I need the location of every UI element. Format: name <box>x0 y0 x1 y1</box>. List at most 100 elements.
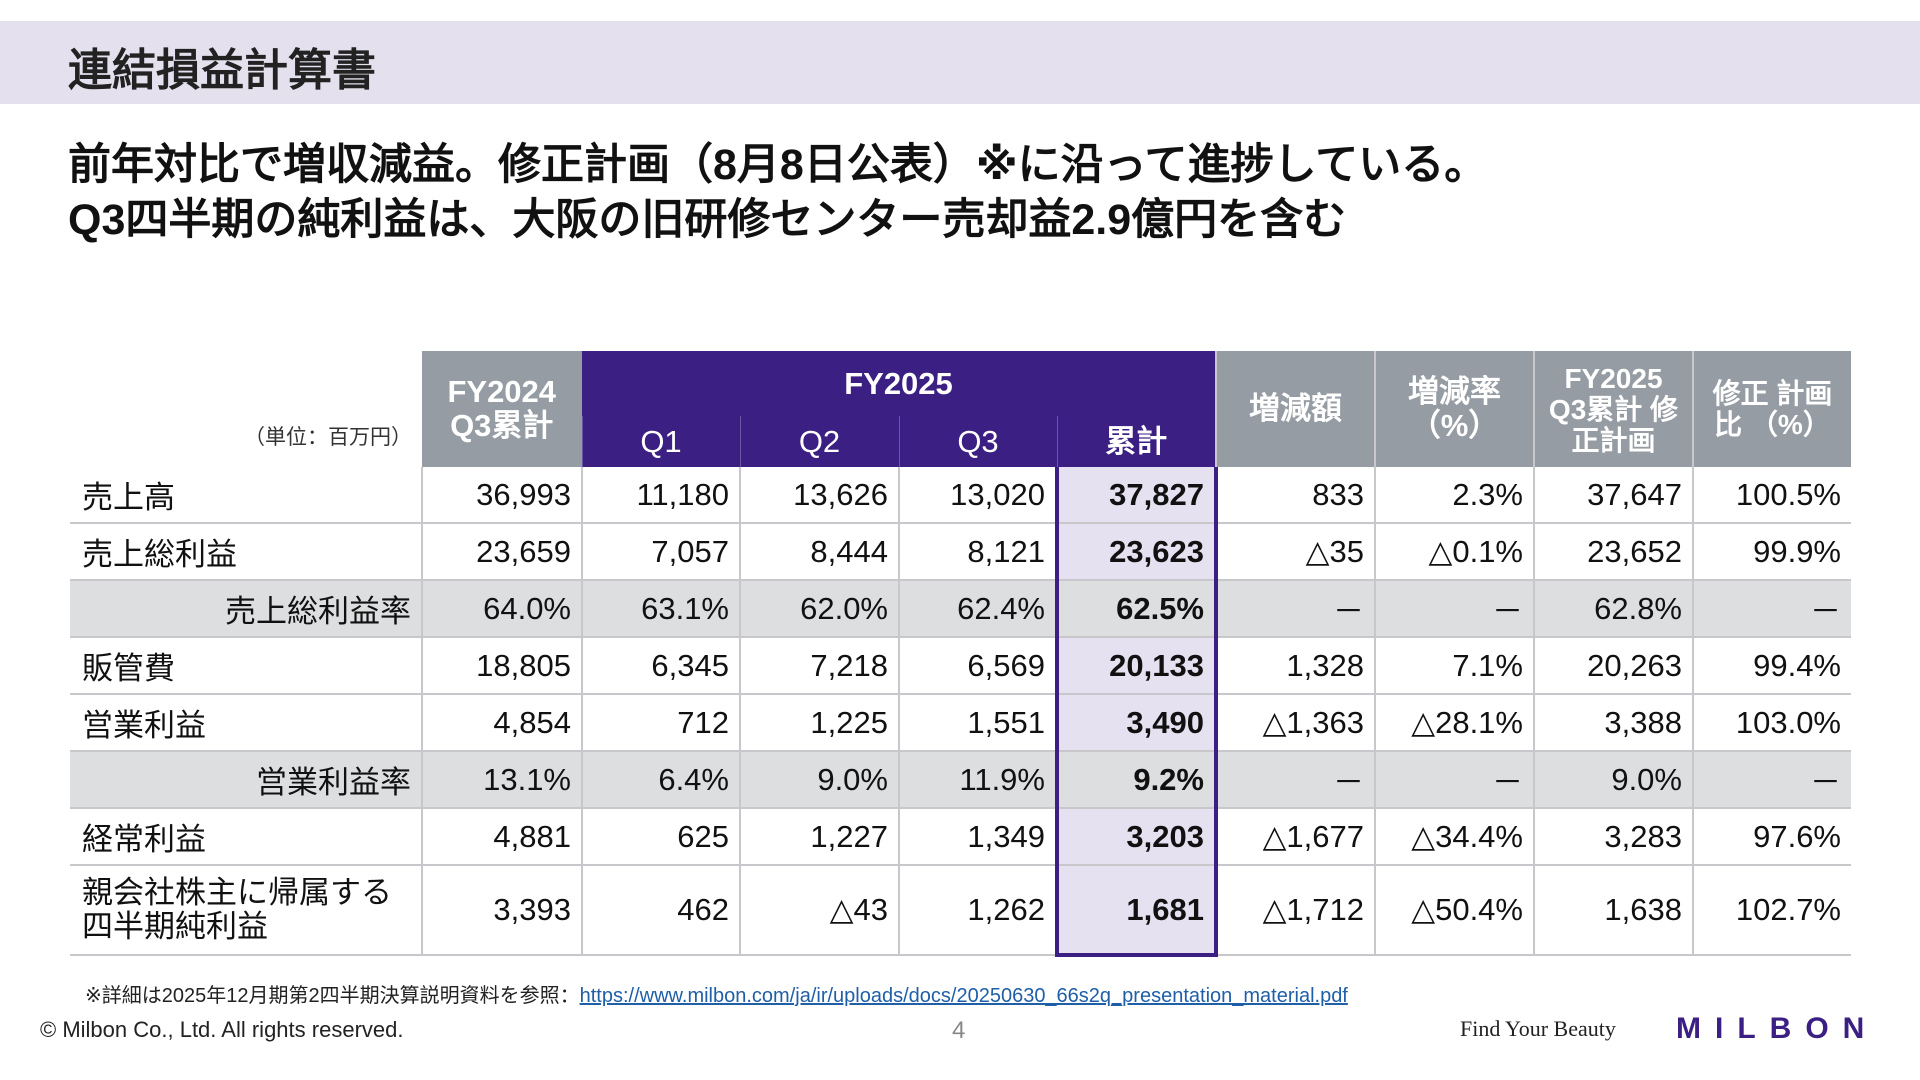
cell-value: 8,121 <box>898 523 1057 581</box>
cell-value: 8,444 <box>739 523 899 581</box>
cell-value: 100.5% <box>1692 467 1851 524</box>
cell-value: － <box>1374 580 1534 638</box>
cell-value: 13,020 <box>898 467 1057 524</box>
cell-value: 6,345 <box>581 637 740 695</box>
cell-value: － <box>1374 751 1534 809</box>
row-label: 売上総利益 <box>70 523 422 581</box>
cell-value: 712 <box>581 694 740 752</box>
cell-value: 62.4% <box>898 580 1057 638</box>
cell-value: 11,180 <box>581 467 740 524</box>
footnote-link[interactable]: https://www.milbon.com/ja/ir/uploads/doc… <box>579 985 1348 1007</box>
cell-value: 7.1% <box>1374 637 1534 695</box>
cell-value: 833 <box>1215 467 1375 524</box>
cell-value: 625 <box>581 808 740 866</box>
row-label: 売上高 <box>70 467 422 524</box>
headline-line-1: 前年対比で増収減益。修正計画（8月8日公表）※に沿って進捗している。 <box>68 141 1488 189</box>
cell-value: 23,652 <box>1533 523 1693 581</box>
cell-value: △34.4% <box>1374 808 1534 866</box>
row-label: 営業利益率 <box>70 751 422 809</box>
tagline: Find Your Beauty <box>1460 1016 1616 1041</box>
title-band <box>0 21 1920 104</box>
table-row: 売上総利益率 64.0% 63.1% 62.0% 62.4% 62.5% －－ 62.8% － <box>70 580 1851 638</box>
cell-value: 3,490 <box>1055 694 1218 752</box>
cell-value: 3,393 <box>421 865 582 956</box>
row-label: 経常利益 <box>70 808 422 866</box>
cell-value: 20,133 <box>1055 637 1218 695</box>
headline: 前年対比で増収減益。修正計画（8月8日公表）※に沿って進捗している。 Q3四半期… <box>68 138 1487 248</box>
cell-value: △50.4% <box>1374 865 1534 956</box>
cell-value: 23,623 <box>1055 523 1218 581</box>
footnote-text: ※詳細は2025年12月期第2四半期決算説明資料を参照： <box>85 985 580 1007</box>
cell-value: 9.0% <box>739 751 899 809</box>
cell-value: 62.5% <box>1055 580 1218 638</box>
cell-value: 3,283 <box>1533 808 1693 866</box>
cell-value: 1,328 <box>1215 637 1375 695</box>
cell-value: △1,677 <box>1215 808 1375 866</box>
unit-label: （単位：百万円） <box>244 426 412 449</box>
cell-value: 7,218 <box>739 637 899 695</box>
cell-value: 13.1% <box>421 751 582 809</box>
cell-value: 64.0% <box>421 580 582 638</box>
cell-value: △28.1% <box>1374 694 1534 752</box>
table-row: 経常利益 4,881 625 1,227 1,349 3,203 △1,677 △34.4% 3… <box>70 808 1851 866</box>
cell-value: 62.8% <box>1533 580 1693 638</box>
cell-value: － <box>1692 580 1851 638</box>
cell-value: 99.4% <box>1692 637 1851 695</box>
cell-value: 103.0% <box>1692 694 1851 752</box>
cell-value: － <box>1215 580 1375 638</box>
table-row: 売上総利益 23,659 7,057 8,444 8,121 23,623 △35 △0.1%… <box>70 523 1851 581</box>
cell-value: 97.6% <box>1692 808 1851 866</box>
row-label: 売上総利益率 <box>70 580 422 638</box>
cell-value: 18,805 <box>421 637 582 695</box>
row-label: 販管費 <box>70 637 422 695</box>
headline-line-2: Q3四半期の純利益は、大阪の旧研修センター売却益2.9億円を含む <box>68 196 1347 244</box>
cell-value: 13,626 <box>739 467 899 524</box>
cell-value: 62.0% <box>739 580 899 638</box>
table-row: 営業利益率 13.1% 6.4% 9.0% 11.9% 9.2% －－ 9.0% － <box>70 751 1851 809</box>
header-diff: 増減額 <box>1215 351 1375 467</box>
cell-value: 3,388 <box>1533 694 1693 752</box>
page-title: 連結損益計算書 <box>68 46 376 95</box>
cell-value: 99.9% <box>1692 523 1851 581</box>
cell-value: 2.3% <box>1374 467 1534 524</box>
cell-value: △35 <box>1215 523 1375 581</box>
milbon-logo: MILBON <box>1676 1012 1879 1045</box>
cell-value: 9.2% <box>1055 751 1218 809</box>
header-fy2025: FY2025 <box>582 351 1216 416</box>
cell-value: 11.9% <box>898 751 1057 809</box>
cell-value: 37,647 <box>1533 467 1693 524</box>
cell-value: △43 <box>739 865 899 956</box>
cell-value: 63.1% <box>581 580 740 638</box>
header-plan: FY2025 Q3累計 修正計画 <box>1533 351 1693 467</box>
page-number: 4 <box>952 1017 966 1044</box>
cell-value: △1,712 <box>1215 865 1375 956</box>
table-row: 営業利益 4,854 712 1,225 1,551 3,490 △1,363 △28.1% 3… <box>70 694 1851 752</box>
table-row: 親会社株主に帰属する 四半期純利益 3,393 462 △43 1,262 1,681 △1… <box>70 865 1851 957</box>
income-statement-table: （単位：百万円） FY2024 Q3累計 FY2025 増減額 増減率 （%） … <box>70 351 1851 957</box>
cell-value: 102.7% <box>1692 865 1851 956</box>
cell-value: 1,349 <box>898 808 1057 866</box>
header-q2: Q2 <box>739 416 899 467</box>
cell-value: 7,057 <box>581 523 740 581</box>
table-row: 売上高 36,993 11,180 13,626 13,020 37,827 833 2.3%… <box>70 467 1851 524</box>
header-q3: Q3 <box>898 416 1057 467</box>
cell-value: 23,659 <box>421 523 582 581</box>
footnote: ※詳細は2025年12月期第2四半期決算説明資料を参照：https://www.… <box>85 979 1348 1008</box>
row-label: 営業利益 <box>70 694 422 752</box>
cell-value: △0.1% <box>1374 523 1534 581</box>
cell-value: 462 <box>581 865 740 956</box>
cell-value: 3,203 <box>1055 808 1218 866</box>
cell-value: 1,551 <box>898 694 1057 752</box>
cell-value: 4,881 <box>421 808 582 866</box>
cell-value: － <box>1692 751 1851 809</box>
header-cumulative: 累計 <box>1056 416 1216 467</box>
header-q1: Q1 <box>581 416 740 467</box>
cell-value: － <box>1215 751 1375 809</box>
cell-value: 1,227 <box>739 808 899 866</box>
copyright: © Milbon Co., Ltd. All rights reserved. <box>40 1017 404 1042</box>
cell-value: 20,263 <box>1533 637 1693 695</box>
cell-value: 1,225 <box>739 694 899 752</box>
header-plan-ratio: 修正 計画比 （%） <box>1692 351 1851 467</box>
cell-value: △1,363 <box>1215 694 1375 752</box>
cell-value: 36,993 <box>421 467 582 524</box>
